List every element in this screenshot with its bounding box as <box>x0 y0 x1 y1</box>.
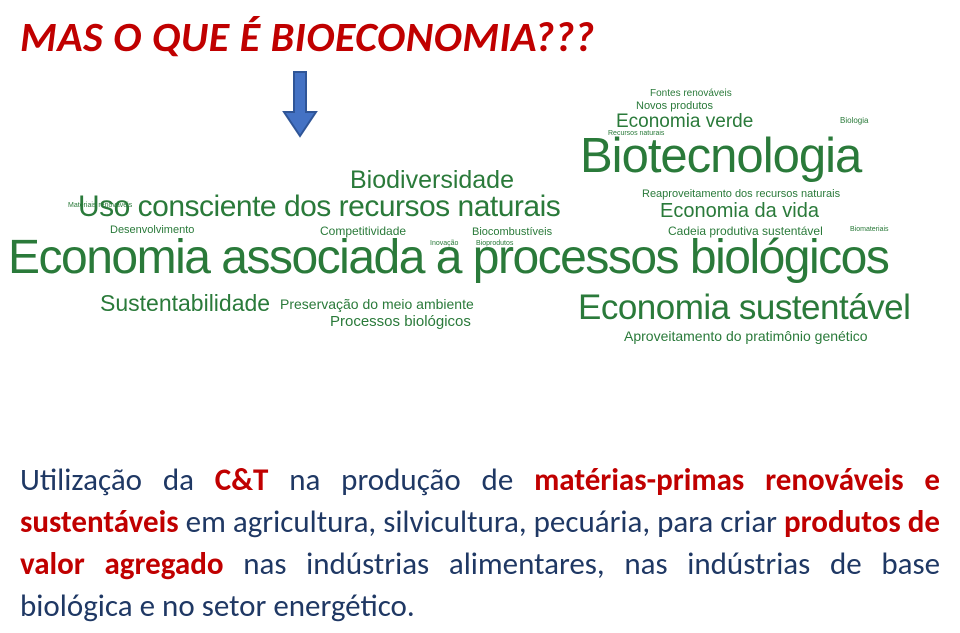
wc-fontes-renovaveis: Fontes renováveis <box>650 88 732 99</box>
wc-preservacao: Preservação do meio ambiente <box>280 296 474 312</box>
arrow-down-icon <box>280 70 320 145</box>
body-t2: na produção de <box>268 461 534 499</box>
body-paragraph: Utilização da C&T na produção de matéria… <box>20 460 940 627</box>
wc-biotecnologia: Biotecnologia <box>580 128 861 184</box>
body-t3: em agricultura, silvicultura, pecuária, … <box>179 503 784 541</box>
wc-tiny3: Biologia <box>840 116 868 125</box>
wc-sustentabilidade: Sustentabilidade <box>100 290 270 317</box>
body-t1: Utilização da <box>20 461 215 499</box>
wc-economia-assoc: Economia associada a processos biológico… <box>8 230 888 285</box>
wc-aproveitamento: Aproveitamento do pratimônio genético <box>624 328 868 344</box>
wc-uso-consciente: Uso consciente dos recursos naturais <box>78 190 560 224</box>
body-h1: C&T <box>215 461 269 499</box>
wc-econ-sust: Economia sustentável <box>578 288 910 328</box>
wc-tiny1: Materiais renováveis <box>68 202 132 209</box>
wc-reaproveitamento: Reaproveitamento dos recursos naturais <box>642 188 840 200</box>
wc-proc-bio: Processos biológicos <box>330 313 471 330</box>
wc-economia-vida: Economia da vida <box>660 200 819 223</box>
slide-title: MAS O QUE É BIOECONOMIA??? <box>20 12 940 63</box>
